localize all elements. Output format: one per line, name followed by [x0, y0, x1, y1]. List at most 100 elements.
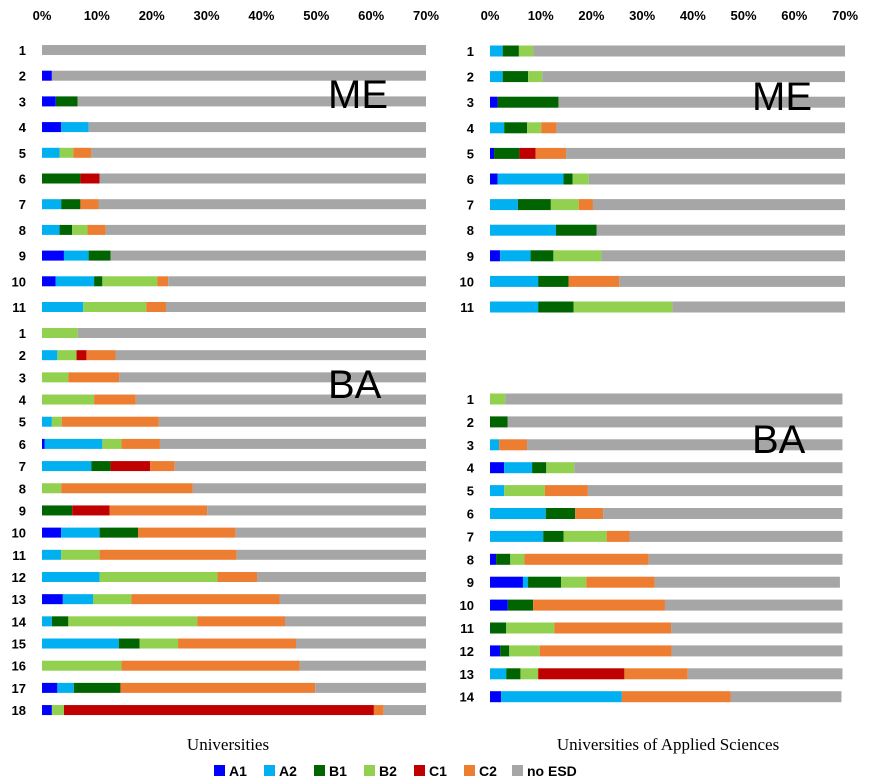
- category-label: 3: [19, 94, 26, 109]
- category-label: 6: [19, 172, 26, 187]
- bar-segment: [80, 199, 99, 210]
- legend-label: B1: [329, 763, 347, 779]
- bar-segment: [93, 594, 132, 605]
- bar-segment: [538, 275, 569, 287]
- category-label: 12: [460, 644, 474, 659]
- bar-segment: [42, 483, 62, 494]
- bar-segment: [99, 173, 426, 184]
- bar-segment: [509, 645, 540, 657]
- legend-swatch: [264, 765, 275, 776]
- bar-segment: [535, 147, 567, 159]
- category-label: 2: [19, 69, 26, 84]
- bar-segment: [197, 616, 286, 627]
- bar-segment: [499, 439, 528, 451]
- bar-segment: [502, 71, 529, 83]
- bar-segment: [490, 71, 503, 83]
- legend-label: C1: [429, 763, 447, 779]
- category-label: 18: [12, 703, 26, 718]
- bar-segment: [87, 224, 106, 235]
- bar-segment: [542, 71, 845, 83]
- category-label: 17: [12, 681, 26, 696]
- category-label: 11: [12, 300, 26, 315]
- category-label: 9: [19, 249, 26, 264]
- bar-segment: [61, 199, 81, 210]
- bar-segment: [146, 302, 166, 312]
- legend-item-no-esd: no ESD: [512, 763, 577, 779]
- bar-segment: [671, 622, 843, 634]
- legend-swatch: [414, 765, 425, 776]
- bar-segment: [490, 122, 505, 134]
- bar-segment: [77, 328, 427, 338]
- bar-segment: [135, 394, 426, 405]
- bar-segment: [150, 461, 175, 472]
- legend: A1 A2 B1 B2 C1 C2 no ESD: [214, 763, 577, 779]
- bar-segment: [80, 173, 100, 184]
- bar-segment: [490, 439, 500, 451]
- group-label: ME: [752, 75, 812, 119]
- bar-segment: [57, 682, 74, 693]
- legend-swatch: [314, 765, 325, 776]
- legend-swatch: [214, 765, 225, 776]
- category-label: 2: [19, 348, 26, 363]
- bar-segment: [624, 668, 688, 680]
- bar-segment: [507, 416, 843, 428]
- bar-segment: [648, 553, 843, 565]
- bar-segment: [490, 199, 518, 211]
- bar-segment: [561, 576, 587, 588]
- bar-segment: [83, 302, 147, 312]
- bar-segment: [506, 668, 521, 680]
- bar-segment: [51, 416, 62, 427]
- bar-segment: [490, 668, 507, 680]
- bar-segment: [98, 199, 426, 210]
- x-tick-label: 0%: [481, 8, 500, 23]
- bar-segment: [373, 705, 384, 716]
- bar-segment: [554, 622, 672, 634]
- bar-segment: [72, 224, 88, 235]
- bar-segment: [295, 638, 426, 649]
- bar-segment: [506, 622, 555, 634]
- bar-segment: [42, 250, 64, 261]
- bar-segment: [105, 224, 427, 235]
- bar-segment: [500, 250, 531, 262]
- bar-segment: [490, 224, 556, 236]
- bar-segment: [505, 393, 843, 405]
- bar-segment: [566, 147, 845, 159]
- bar-segment: [42, 616, 52, 627]
- category-label: 2: [467, 70, 474, 85]
- category-label: 1: [467, 392, 474, 407]
- bar-segment: [588, 173, 845, 185]
- bar-segment: [88, 122, 426, 133]
- category-label: 9: [467, 575, 474, 590]
- bar-segment: [543, 530, 564, 542]
- category-label: 5: [19, 415, 26, 430]
- bar-segment: [518, 45, 534, 57]
- bar-segment: [279, 594, 426, 605]
- bar-segment: [490, 576, 523, 588]
- category-label: 8: [19, 223, 26, 238]
- category-label: 3: [467, 438, 474, 453]
- bar-segment: [91, 461, 111, 472]
- bar-segment: [299, 660, 426, 671]
- bar-segment: [88, 250, 111, 261]
- bar-segment: [42, 122, 62, 133]
- legend-swatch: [464, 765, 475, 776]
- category-label: 10: [12, 526, 26, 541]
- category-label: 1: [19, 43, 26, 58]
- category-label: 4: [467, 121, 475, 136]
- category-label: 8: [467, 223, 474, 238]
- bar-segment: [530, 250, 554, 262]
- category-label: 11: [460, 621, 474, 636]
- bar-segment: [42, 372, 69, 383]
- bar-segment: [532, 462, 547, 474]
- x-tick-label: 70%: [832, 8, 858, 23]
- bar-segment: [490, 622, 507, 634]
- bar-segment: [42, 461, 92, 472]
- bar-segment: [51, 705, 64, 716]
- bar-segment: [42, 328, 78, 338]
- bar-segment: [490, 462, 505, 474]
- legend-label: A2: [279, 763, 297, 779]
- bar-segment: [86, 350, 116, 361]
- bar-segment: [110, 250, 427, 261]
- bar-segment: [671, 645, 843, 657]
- bar-segment: [91, 147, 426, 158]
